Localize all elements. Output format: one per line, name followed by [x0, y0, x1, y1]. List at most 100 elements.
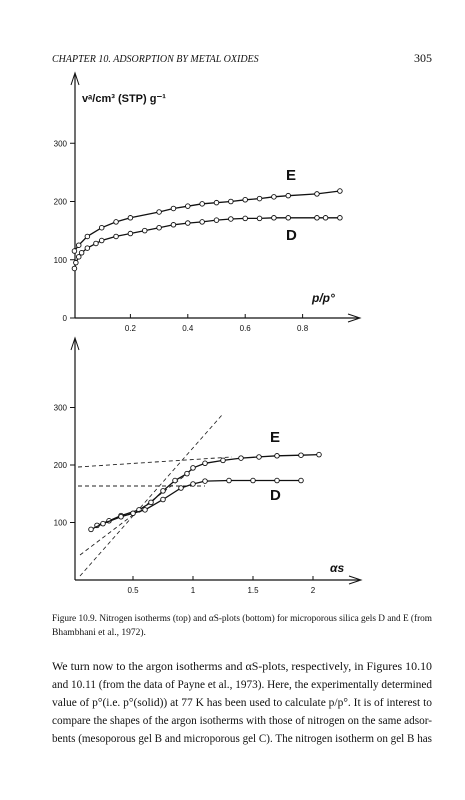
figure-caption: Figure 10.9. Nitrogen isotherms (top) an…: [52, 613, 433, 624]
x-tick-label: 1: [191, 586, 196, 595]
data-point: [93, 240, 99, 247]
data-point: [98, 224, 105, 231]
data-point: [256, 454, 262, 460]
data-point: [118, 514, 124, 520]
y-tick-label: 100: [54, 256, 68, 265]
data-point: [213, 199, 220, 206]
data-point: [199, 219, 205, 225]
x-tick-label: 0.2: [125, 324, 137, 333]
data-point: [75, 254, 82, 260]
figure-caption: Bhambhani et al., 1972).: [52, 627, 146, 638]
data-point: [228, 216, 234, 222]
data-point: [71, 248, 78, 254]
data-point: [127, 230, 134, 237]
data-point: [84, 233, 91, 240]
data-point: [228, 198, 234, 205]
data-point: [271, 215, 277, 221]
data-point: [220, 457, 226, 464]
page-number: 305: [414, 51, 432, 65]
x-tick-label: 0.6: [240, 324, 252, 333]
data-point: [185, 220, 191, 226]
y-axis-label: vᵃ/cm³ (STP) g⁻¹: [82, 93, 166, 105]
data-point: [314, 191, 320, 197]
series-label: D: [286, 227, 297, 244]
data-point: [274, 453, 280, 459]
data-point: [184, 470, 190, 477]
x-tick-label: 0.8: [297, 324, 309, 333]
y-axis-arrow: [70, 71, 80, 86]
data-point: [160, 496, 166, 503]
data-point: [190, 481, 196, 487]
data-point: [98, 237, 105, 244]
y-tick-label: 300: [54, 139, 68, 148]
data-point: [242, 197, 248, 203]
data-point: [142, 507, 148, 513]
data-point: [256, 195, 263, 202]
data-point: [202, 460, 208, 467]
y-tick-label: 0: [63, 314, 68, 323]
x-axis-arrow: [347, 313, 362, 323]
data-point: [178, 485, 184, 491]
fit-lines: [77, 414, 233, 577]
body-line: and 10.11 (from the data of Payne et al.…: [52, 677, 432, 691]
data-point: [130, 510, 136, 517]
data-point: [271, 194, 277, 200]
y-tick-label: 200: [54, 461, 68, 470]
data-point: [160, 488, 166, 494]
data-point: [274, 477, 280, 484]
data-point: [156, 209, 162, 215]
y-tick-label: 100: [54, 519, 68, 528]
x-axis-arrow: [348, 575, 363, 585]
series-label: E: [270, 429, 280, 446]
series-label: E: [286, 167, 296, 184]
data-point: [213, 217, 220, 223]
data-point: [84, 245, 91, 251]
data-point: [202, 478, 208, 484]
data-point: [285, 215, 292, 221]
data-point: [250, 477, 256, 484]
data-point: [71, 265, 78, 272]
y-tick-label: 300: [54, 404, 68, 413]
series-label: D: [270, 487, 281, 504]
data-point: [170, 222, 177, 228]
running-head: CHAPTER 10. ADSORPTION BY METAL OXIDES: [52, 54, 259, 65]
body-line: We turn now to the argon isotherms and α…: [52, 659, 432, 673]
data-point: [170, 205, 177, 212]
data-point: [238, 455, 244, 461]
data-point: [337, 188, 343, 194]
data-point: [190, 465, 196, 471]
dashed-fit: [79, 414, 223, 577]
data-point: [256, 215, 263, 222]
data-point: [337, 215, 343, 221]
data-point: [172, 477, 178, 484]
data-point: [141, 227, 148, 234]
data-point: [156, 224, 162, 231]
body-line: compare the shapes of the argon isotherm…: [52, 713, 432, 727]
data-point: [298, 477, 304, 484]
body-line: value of p°(i.e. p°(solid)) at 77 K has …: [52, 695, 432, 709]
data-point: [88, 526, 94, 533]
dashed-fit: [77, 456, 233, 468]
x-axis-label: αs: [330, 561, 344, 575]
x-tick-label: 0.4: [182, 324, 194, 333]
y-axis-arrow: [70, 336, 80, 351]
data-point: [316, 451, 322, 458]
x-tick-label: 1.5: [247, 586, 259, 595]
data-point: [226, 477, 232, 484]
data-point: [100, 520, 106, 527]
x-tick-label: 0.5: [127, 586, 139, 595]
data-point: [322, 215, 329, 221]
data-point: [113, 219, 119, 225]
data-point: [199, 201, 205, 207]
data-point: [242, 215, 248, 222]
data-point: [185, 203, 191, 209]
data-point: [75, 242, 82, 248]
series-line: [73, 217, 340, 269]
y-tick-label: 200: [54, 198, 68, 207]
data-point: [113, 233, 119, 240]
data-point: [148, 499, 154, 506]
series-line: [96, 453, 320, 527]
data-point: [127, 215, 134, 221]
